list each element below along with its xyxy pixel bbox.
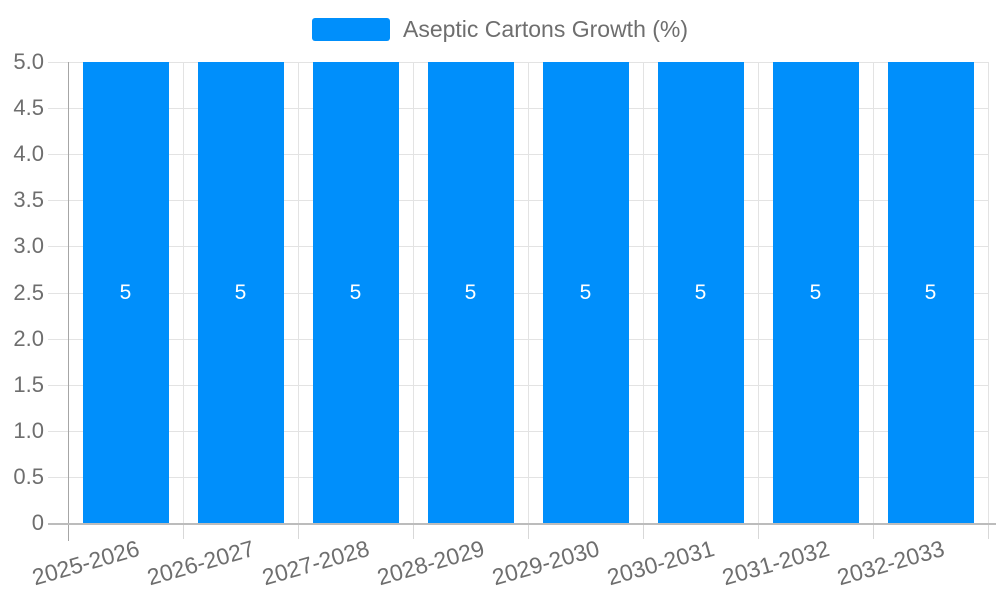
x-gridline <box>988 62 989 523</box>
x-tick-label: 2028-2029 <box>373 535 487 591</box>
bar-value-label: 5 <box>119 280 132 304</box>
y-axis-line <box>68 62 69 541</box>
plot-area: 5.0 4.5 4.0 3.5 3.0 2.5 2.0 1.5 1.0 0.5 0 5 5 5 5 5 5 5 5 2… <box>13 49 996 590</box>
bar-value-label: 5 <box>464 280 477 304</box>
y-tick-label: 5.0 <box>13 49 44 74</box>
y-tick-label: 2.0 <box>13 325 44 351</box>
x-axis-tick <box>528 523 529 539</box>
bar[interactable]: 5 <box>772 62 859 523</box>
x-tick-label: 2026-2027 <box>143 535 257 591</box>
bar[interactable]: 5 <box>887 62 974 523</box>
y-tick-label: 4.0 <box>13 141 44 167</box>
bar[interactable]: 5 <box>542 62 629 523</box>
x-tick-label: 2027-2028 <box>258 535 372 591</box>
y-tick-label: 0.5 <box>13 463 44 489</box>
x-gridline <box>298 62 299 523</box>
bar[interactable]: 5 <box>82 62 169 523</box>
y-axis-tick <box>48 338 68 340</box>
x-tick-label: 2029-2030 <box>488 535 602 591</box>
x-tick-label: 2032-2033 <box>833 535 947 591</box>
x-gridline <box>528 62 529 523</box>
y-tick-label: 3.0 <box>13 233 44 259</box>
x-gridline <box>873 62 874 523</box>
y-tick-label: 4.5 <box>13 95 44 121</box>
bar[interactable]: 5 <box>427 62 514 523</box>
x-tick-label: 2030-2031 <box>603 535 717 591</box>
x-axis-tick <box>183 523 184 539</box>
x-gridline <box>643 62 644 523</box>
x-gridline <box>413 62 414 523</box>
bar-value-label: 5 <box>579 280 592 304</box>
y-axis-tick <box>48 430 68 432</box>
x-tick-label: 2031-2032 <box>718 535 832 591</box>
y-axis-tick <box>48 384 68 386</box>
bar-value-label: 5 <box>809 280 822 304</box>
y-tick-label: 1.0 <box>13 417 44 443</box>
y-tick-label: 0 <box>31 510 44 535</box>
bar[interactable]: 5 <box>312 62 399 523</box>
bar-value-label: 5 <box>234 280 247 304</box>
y-tick-label: 3.5 <box>13 187 44 213</box>
x-axis-tick <box>643 523 644 539</box>
x-tick-label: 2025-2026 <box>28 535 142 591</box>
y-axis-tick <box>48 108 68 110</box>
y-axis-tick <box>48 154 68 156</box>
bar-value-label: 5 <box>924 280 937 304</box>
bar-value-label: 5 <box>694 280 707 304</box>
x-axis-line <box>48 523 996 525</box>
x-axis-tick <box>298 523 299 539</box>
bar[interactable]: 5 <box>657 62 744 523</box>
x-gridline <box>758 62 759 523</box>
y-axis-tick <box>48 476 68 478</box>
y-axis-tick <box>48 62 68 63</box>
y-tick-label: 1.5 <box>13 371 44 397</box>
y-axis-tick <box>48 246 68 248</box>
bar-value-label: 5 <box>349 280 362 304</box>
legend-item[interactable]: Aseptic Cartons Growth (%) <box>0 16 1000 42</box>
legend-swatch-icon <box>311 18 390 42</box>
bar[interactable]: 5 <box>197 62 284 523</box>
x-axis-tick <box>988 523 989 539</box>
y-axis-tick <box>48 200 68 202</box>
y-tick-label: 2.5 <box>13 279 44 305</box>
x-axis-tick <box>758 523 759 539</box>
x-axis-tick <box>873 523 874 539</box>
x-axis-tick <box>413 523 414 539</box>
x-gridline <box>183 62 184 523</box>
legend-label: Aseptic Cartons Growth (%) <box>402 16 689 42</box>
y-axis-tick <box>48 292 68 294</box>
